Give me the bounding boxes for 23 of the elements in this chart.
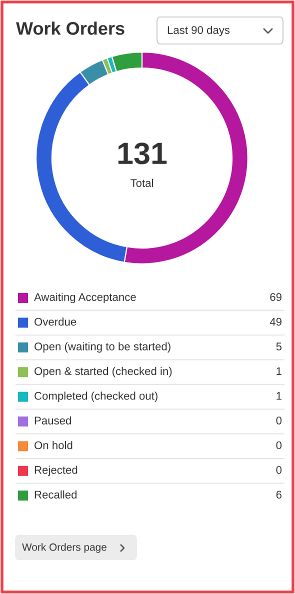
text: 131	[118, 142, 167, 164]
legend-label: Rejected	[34, 466, 78, 476]
data-label: 1	[276, 367, 282, 375]
legend-label: Open & started (checked in)	[34, 366, 172, 378]
data-label: 69	[270, 293, 282, 301]
text: Total	[130, 178, 153, 187]
text: 0	[276, 441, 282, 450]
chart-title: Work Orders	[16, 22, 124, 35]
legend-label: Recalled	[34, 490, 77, 499]
legend-label: Overdue	[34, 318, 76, 326]
legend-label: Open (waiting to be started)	[34, 342, 170, 353]
legend-label: Awaiting Acceptance	[34, 292, 136, 304]
data-label: 5	[276, 342, 282, 350]
text: Work Orders page	[22, 543, 106, 553]
text: 0	[276, 466, 282, 474]
legend-label: On hold	[34, 441, 72, 450]
data-label: 1	[276, 392, 282, 400]
legend-label: Completed (checked out)	[34, 392, 158, 402]
legend-label: Paused	[34, 416, 71, 424]
text: 0	[276, 416, 282, 424]
data-label: 6	[276, 490, 282, 499]
data-label: 49	[270, 318, 282, 326]
text: Last 90 days	[168, 26, 230, 36]
